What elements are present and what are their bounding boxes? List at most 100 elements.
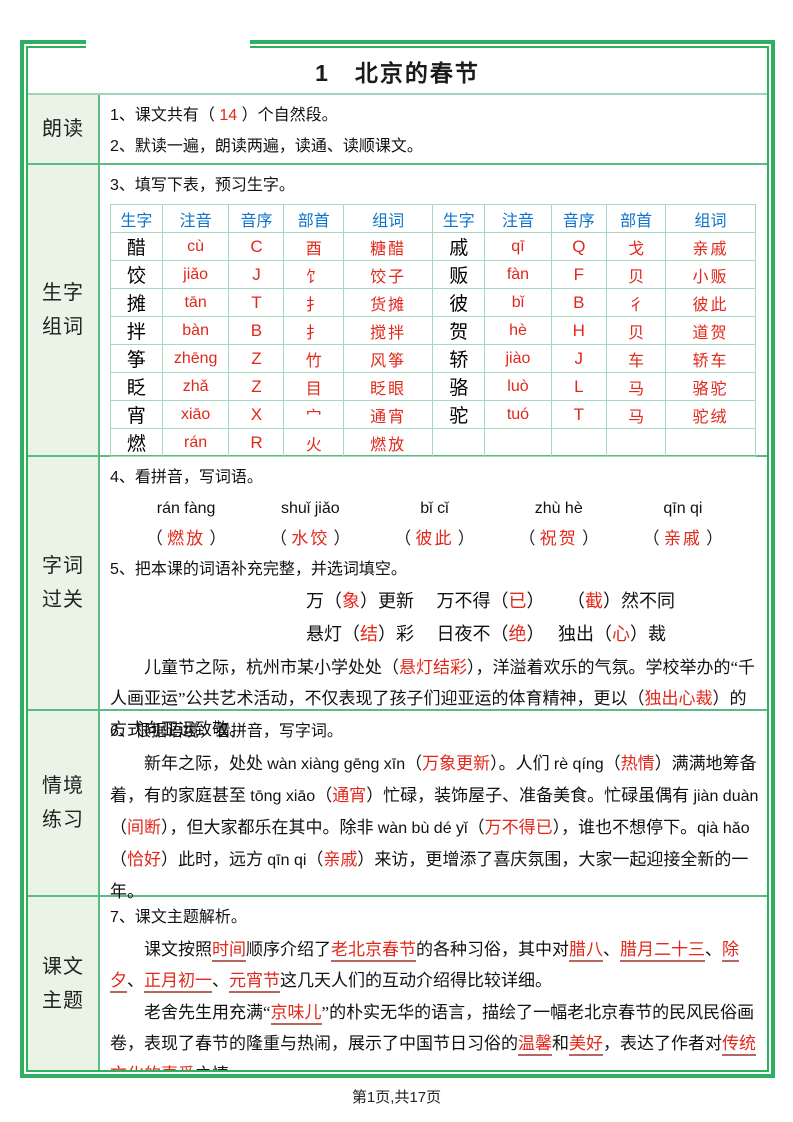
- theme-paragraph-2: 老舍先生用充满“京味儿”的朴实无华的语言，描绘了一幅老北京春节的民风民俗画卷，表…: [110, 997, 759, 1070]
- question-7: 7、课文主题解析。: [110, 909, 247, 926]
- table-cell: B: [228, 316, 285, 345]
- page-title: 1 北京的春节: [28, 48, 767, 95]
- fill-line-2: 悬灯（结）彩 日夜不（绝） 独出（心）裁: [306, 624, 666, 644]
- table-cell: 宀: [283, 400, 345, 429]
- table-cell: 驼: [432, 400, 486, 429]
- question-6: 6、根据语境，看拼音，写字词。: [110, 723, 343, 740]
- table-cell: Z: [228, 372, 285, 401]
- table-cell: 搅拌: [343, 316, 434, 345]
- table-cell: 马: [605, 372, 667, 401]
- table-cell: jiǎo: [161, 260, 230, 289]
- section-words-content: 3、填写下表，预习生字。 生字 注音 音序 部首 组词 生字 注音 音序 部首 组词醋 cù C 酉糖醋…: [100, 165, 767, 457]
- table-cell: 骆驼: [665, 372, 756, 401]
- table-cell: 亲戚: [665, 232, 756, 261]
- table-cell: 驼绒: [665, 400, 756, 429]
- section-theme: 课文 主题 7、课文主题解析。 课文按照时间顺序介绍了老北京春节的各种习俗，其中对…: [28, 897, 767, 1070]
- table-cell: 饺子: [343, 260, 434, 289]
- section-label-read: 朗读: [28, 95, 100, 163]
- table-row: 拌 bàn B 扌搅拌贺 hè H 贝道贺: [110, 316, 756, 345]
- table-cell: 燃: [110, 428, 163, 457]
- words-question: 3、填写下表，预习生字。: [110, 177, 295, 194]
- table-cell: R: [228, 428, 285, 457]
- table-cell: L: [550, 372, 607, 401]
- top-border-gap: [86, 39, 250, 51]
- table-cell: xiāo: [161, 400, 230, 429]
- table-cell: hè: [484, 316, 552, 345]
- table-cell: 风筝: [343, 344, 434, 373]
- table-cell: cù: [161, 232, 230, 261]
- table-cell: H: [550, 316, 607, 345]
- table-cell: tān: [161, 288, 230, 317]
- section-theme-content: 7、课文主题解析。 课文按照时间顺序介绍了老北京春节的各种习俗，其中对腊八、腊月…: [100, 897, 767, 1070]
- table-cell: 饣: [283, 260, 345, 289]
- table-cell: 贩: [432, 260, 486, 289]
- column-header: 部首: [605, 204, 667, 233]
- column-header: 生字: [110, 204, 163, 233]
- section-context-content: 6、根据语境，看拼音，写字词。 新年之际，处处 wàn xiàng gēng x…: [100, 711, 767, 901]
- character-table: 生字 注音 音序 部首 组词 生字 注音 音序 部首 组词醋 cù C 酉糖醋戚 qī Q 戈亲戚饺 jiǎo J…: [110, 204, 756, 457]
- section-word-pass: 字词 过关 4、看拼音，写词语。 rán fàng shuǐ jiǎo bǐ cǐ zh…: [28, 457, 767, 739]
- table-cell: J: [228, 260, 285, 289]
- table-cell: zhēng: [161, 344, 230, 373]
- table-cell: 戚: [432, 232, 486, 261]
- worksheet-table: 1 北京的春节 朗读 1、课文共有（ 14 ）个自然段。 2、默读一遍，朗读两遍…: [26, 46, 769, 1072]
- section-label-words: 生字 组词: [28, 165, 100, 455]
- section-label-pass: 字词 过关: [28, 457, 100, 709]
- read-line-2: 2、默读一遍，朗读两遍，读通、读顺课文。: [110, 138, 423, 155]
- table-cell: 拌: [110, 316, 163, 345]
- table-cell: 眨眼: [343, 372, 434, 401]
- table-cell: 摊: [110, 288, 163, 317]
- answer-row: （ 燃放 ）（ 水饺 ）（ 彼此 ）（ 祝贺 ）（ 亲戚 ）: [145, 529, 724, 548]
- table-cell: 扌: [283, 288, 345, 317]
- table-cell: 筝: [110, 344, 163, 373]
- table-cell: 彳: [605, 288, 667, 317]
- table-cell: 醋: [110, 232, 163, 261]
- table-cell: fàn: [484, 260, 552, 289]
- table-cell: 轿车: [665, 344, 756, 373]
- section-read-content: 1、课文共有（ 14 ）个自然段。 2、默读一遍，朗读两遍，读通、读顺课文。: [100, 95, 767, 163]
- table-cell: 马: [605, 400, 667, 429]
- table-cell: 骆: [432, 372, 486, 401]
- table-cell: luò: [484, 372, 552, 401]
- table-cell: T: [550, 400, 607, 429]
- table-row: 饺 jiǎo J 饣饺子贩 fàn F 贝小贩: [110, 260, 756, 289]
- column-header: 组词: [665, 204, 756, 233]
- table-cell: 彼此: [665, 288, 756, 317]
- column-header: 组词: [343, 204, 434, 233]
- table-cell: bǐ: [484, 288, 552, 317]
- pass-paragraph: 儿童节之际，杭州市某小学处处（悬灯结彩），洋溢着欢乐的气氛。学校举办的“千人画亚…: [110, 658, 756, 739]
- worksheet-frame: 1 北京的春节 朗读 1、课文共有（ 14 ）个自然段。 2、默读一遍，朗读两遍…: [20, 39, 775, 1078]
- section-read: 朗读 1、课文共有（ 14 ）个自然段。 2、默读一遍，朗读两遍，读通、读顺课文…: [28, 95, 767, 165]
- section-label-context: 情境 练习: [28, 711, 100, 895]
- table-row: 摊 tān T 扌货摊彼 bǐ B 彳彼此: [110, 288, 756, 317]
- question-5: 5、把本课的词语补充完整，并选词填空。: [110, 561, 407, 578]
- table-cell: 货摊: [343, 288, 434, 317]
- fill-line-1: 万（象）更新 万不得（已） （截）然不同: [306, 591, 675, 611]
- table-row: 燃 rán R 火燃放: [110, 428, 756, 457]
- section-context: 情境 练习 6、根据语境，看拼音，写字词。 新年之际，处处 wàn xiàng g…: [28, 711, 767, 901]
- table-cell: [665, 428, 756, 457]
- table-cell: 饺: [110, 260, 163, 289]
- context-paragraph: 新年之际，处处 wàn xiàng gēng xīn（万象更新）。人们 rè q…: [110, 754, 759, 901]
- table-cell: 宵: [110, 400, 163, 429]
- table-cell: 车: [605, 344, 667, 373]
- table-cell: 酉: [283, 232, 345, 261]
- column-header: 部首: [283, 204, 345, 233]
- table-cell: bàn: [161, 316, 230, 345]
- table-cell: 火: [283, 428, 345, 457]
- table-cell: 轿: [432, 344, 486, 373]
- table-cell: [605, 428, 667, 457]
- section-label-theme: 课文 主题: [28, 897, 100, 1070]
- table-cell: 彼: [432, 288, 486, 317]
- table-cell: 贝: [605, 260, 667, 289]
- table-cell: 眨: [110, 372, 163, 401]
- table-cell: [484, 428, 552, 457]
- table-cell: 通宵: [343, 400, 434, 429]
- table-cell: 燃放: [343, 428, 434, 457]
- table-cell: 扌: [283, 316, 345, 345]
- table-cell: 竹: [283, 344, 345, 373]
- table-cell: 贝: [605, 316, 667, 345]
- table-cell: Z: [228, 344, 285, 373]
- table-cell: zhǎ: [161, 372, 230, 401]
